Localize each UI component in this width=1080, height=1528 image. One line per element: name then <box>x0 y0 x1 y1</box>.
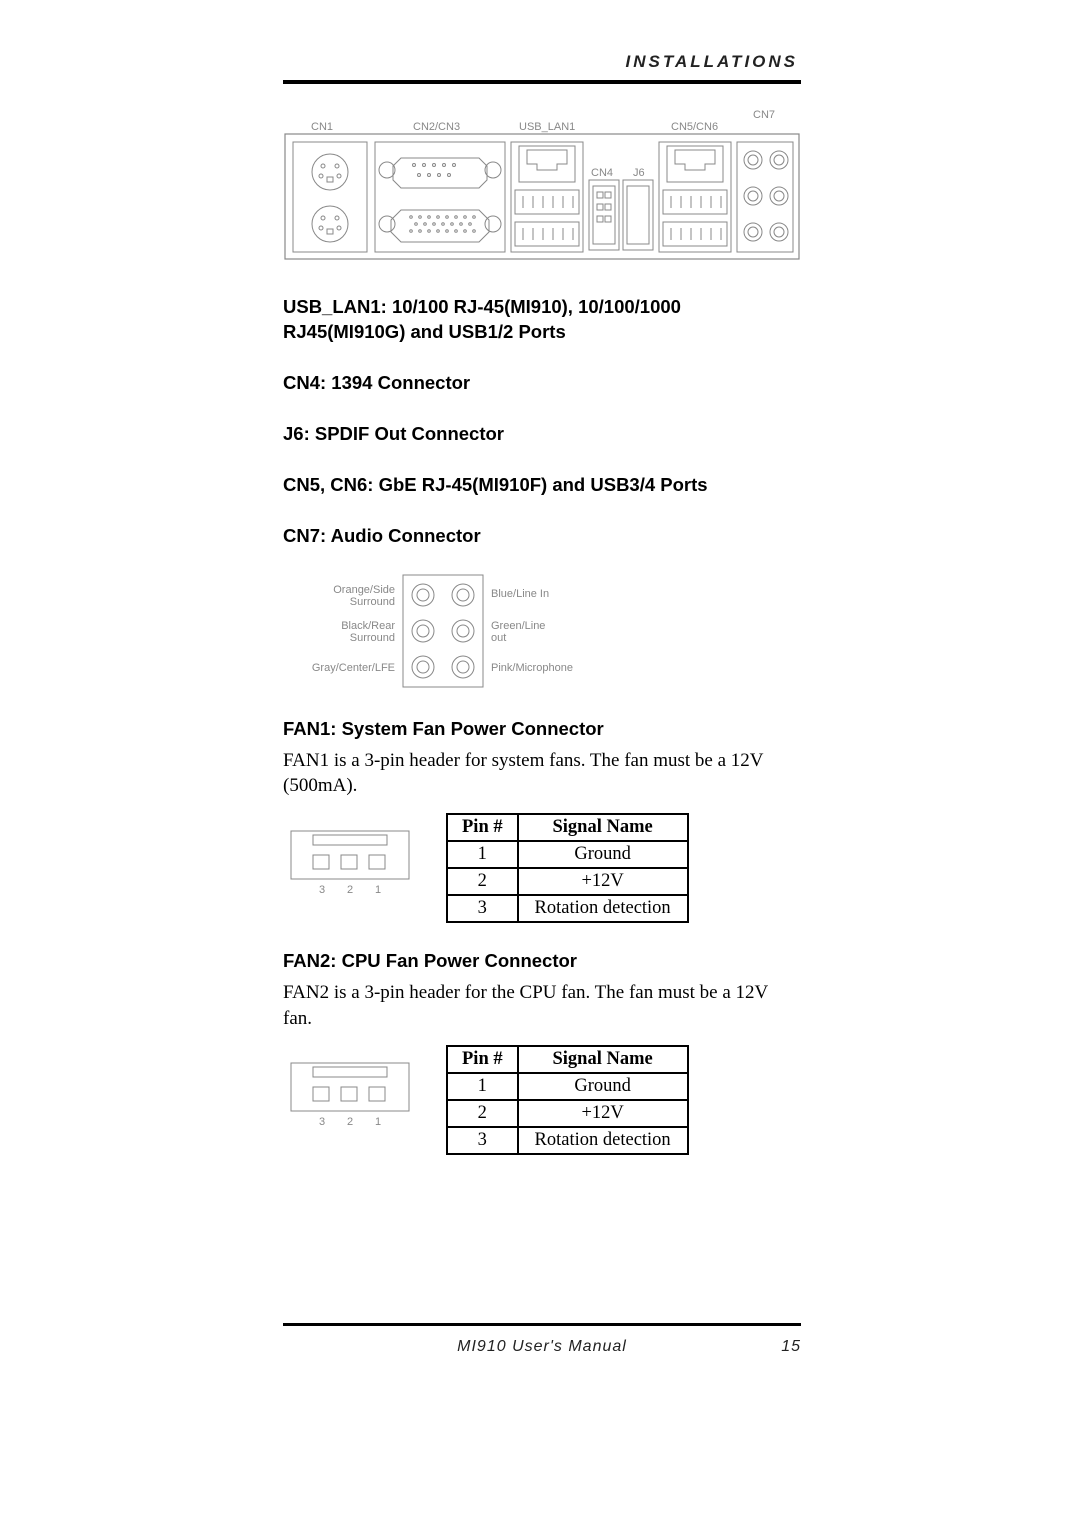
footer-page: 15 <box>781 1338 801 1356</box>
label-cn4: CN4 <box>591 167 613 179</box>
svg-text:out: out <box>491 632 506 644</box>
label-cn23: CN2/CN3 <box>413 121 460 133</box>
label-j6: J6 <box>633 167 645 179</box>
heading-fan1: FAN1: System Fan Power Connector <box>283 717 801 742</box>
page: INSTALLATIONS <box>0 0 1080 1528</box>
heading-usb-lan1: USB_LAN1: 10/100 RJ-45(MI910), 10/100/10… <box>283 295 801 345</box>
footer: MI910 User's Manual 15 <box>283 1338 801 1356</box>
fan1-diagram: 3 2 1 <box>283 825 418 905</box>
svg-text:2: 2 <box>347 884 353 896</box>
fan1-th-pin: Pin # <box>447 814 518 841</box>
table-row: 1Ground <box>447 1073 688 1100</box>
svg-text:2: 2 <box>347 1116 353 1128</box>
heading-cn4: CN4: 1394 Connector <box>283 371 801 396</box>
heading-cn7: CN7: Audio Connector <box>283 524 801 549</box>
svg-text:1: 1 <box>375 884 381 896</box>
footer-rule <box>283 1323 801 1326</box>
fan1-desc: FAN1 is a 3-pin header for system fans. … <box>283 748 801 799</box>
svg-text:1: 1 <box>375 1116 381 1128</box>
io-panel-diagram: CN1 CN2/CN3 USB_LAN1 CN4 J6 CN5/CN6 CN7 <box>283 104 801 274</box>
svg-text:Surround: Surround <box>350 596 395 608</box>
fan2-th-sig: Signal Name <box>518 1046 688 1073</box>
heading-j6: J6: SPDIF Out Connector <box>283 422 801 447</box>
fan2-table: Pin # Signal Name 1Ground 2+12V 3Rotatio… <box>446 1045 689 1155</box>
svg-text:Black/Rear: Black/Rear <box>341 620 395 632</box>
svg-text:Gray/Center/LFE: Gray/Center/LFE <box>312 662 395 674</box>
table-row: 3Rotation detection <box>447 895 688 922</box>
footer-manual: MI910 User's Manual <box>283 1338 801 1356</box>
fan2-th-pin: Pin # <box>447 1046 518 1073</box>
svg-text:Blue/Line In: Blue/Line In <box>491 588 549 600</box>
svg-text:3: 3 <box>319 884 325 896</box>
fan1-th-sig: Signal Name <box>518 814 688 841</box>
audio-connector-diagram: Orange/Side Surround Black/Rear Surround… <box>283 571 801 691</box>
fan2-diagram: 3 2 1 <box>283 1057 418 1137</box>
svg-text:Orange/Side: Orange/Side <box>333 584 395 596</box>
svg-text:Green/Line: Green/Line <box>491 620 545 632</box>
heading-fan2: FAN2: CPU Fan Power Connector <box>283 949 801 974</box>
svg-text:Surround: Surround <box>350 632 395 644</box>
content-column: USB_LAN1: 10/100 RJ-45(MI910), 10/100/10… <box>283 295 801 1155</box>
heading-cn56: CN5, CN6: GbE RJ-45(MI910F) and USB3/4 P… <box>283 473 801 498</box>
label-cn56: CN5/CN6 <box>671 121 718 133</box>
label-usblan1: USB_LAN1 <box>519 121 575 133</box>
label-cn7: CN7 <box>753 109 775 121</box>
table-row: 1Ground <box>447 841 688 868</box>
label-cn1: CN1 <box>311 121 333 133</box>
table-row: 2+12V <box>447 1100 688 1127</box>
table-row: 2+12V <box>447 868 688 895</box>
table-row: 3Rotation detection <box>447 1127 688 1154</box>
header-rule <box>283 80 801 84</box>
fan1-block: 3 2 1 Pin # Signal Name 1Ground 2+12V 3R… <box>283 813 801 923</box>
svg-text:3: 3 <box>319 1116 325 1128</box>
fan2-desc: FAN2 is a 3-pin header for the CPU fan. … <box>283 980 801 1031</box>
svg-text:Pink/Microphone: Pink/Microphone <box>491 662 573 674</box>
header-section: INSTALLATIONS <box>626 52 798 72</box>
fan1-table: Pin # Signal Name 1Ground 2+12V 3Rotatio… <box>446 813 689 923</box>
fan2-block: 3 2 1 Pin # Signal Name 1Ground 2+12V 3R… <box>283 1045 801 1155</box>
